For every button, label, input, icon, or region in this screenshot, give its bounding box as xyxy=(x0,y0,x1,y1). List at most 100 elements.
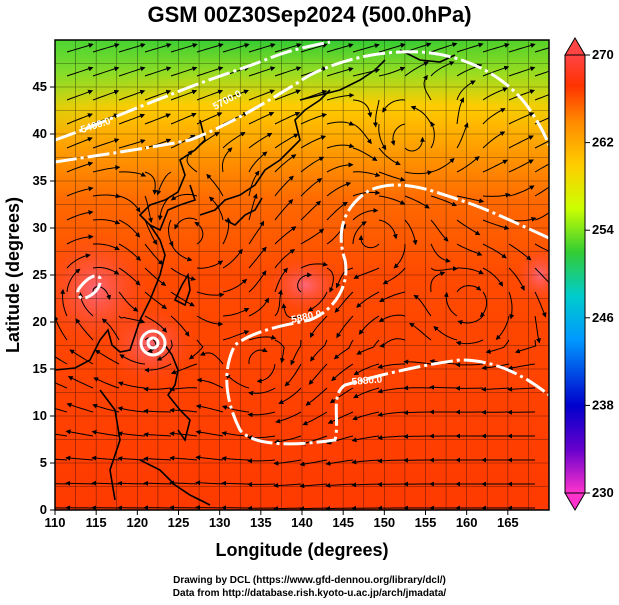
streamline xyxy=(456,243,483,256)
streamline xyxy=(456,156,480,173)
streamline xyxy=(144,291,167,310)
streamline xyxy=(188,339,204,360)
y-tick-label: 5 xyxy=(40,455,47,470)
streamline xyxy=(300,112,328,125)
streamline xyxy=(326,143,355,149)
streamline xyxy=(430,42,458,53)
y-axis-title: Latitude (degrees) xyxy=(3,197,23,353)
streamline xyxy=(508,159,534,173)
streamline xyxy=(55,483,68,485)
streamline xyxy=(305,387,328,406)
streamline xyxy=(382,267,406,285)
streamline xyxy=(534,267,549,284)
streamline xyxy=(430,121,436,149)
streamline xyxy=(273,435,302,445)
streamline xyxy=(196,377,224,389)
streamline xyxy=(534,140,549,149)
streamline xyxy=(508,112,535,125)
streamline xyxy=(508,135,534,149)
streamline xyxy=(156,339,173,361)
streamline xyxy=(430,266,459,272)
streamline xyxy=(456,219,481,236)
streamline xyxy=(118,89,146,101)
streamline xyxy=(66,43,94,53)
streamline xyxy=(534,243,549,252)
streamline xyxy=(273,482,302,488)
streamline xyxy=(508,243,532,261)
x-tick-label: 130 xyxy=(209,515,231,530)
streamline xyxy=(352,411,380,421)
streamline xyxy=(91,455,120,461)
streamline xyxy=(482,243,507,259)
streamline xyxy=(55,433,68,437)
streamline xyxy=(196,291,225,298)
streamline xyxy=(65,455,94,461)
contour-5880-ring-inner xyxy=(146,336,160,350)
streamline xyxy=(481,363,510,371)
streamline xyxy=(92,66,120,77)
streamline xyxy=(356,291,380,308)
streamline xyxy=(325,459,354,466)
streamline xyxy=(308,363,328,385)
wind-streamlines xyxy=(55,42,549,510)
streamline xyxy=(508,185,535,197)
streamline xyxy=(534,70,549,77)
streamline xyxy=(65,480,94,486)
streamline xyxy=(284,363,302,387)
streamline xyxy=(297,272,313,293)
streamline xyxy=(300,261,329,269)
streamline xyxy=(221,456,250,462)
streamline xyxy=(534,94,549,101)
streamline xyxy=(170,89,198,101)
streamline xyxy=(534,47,549,53)
streamline xyxy=(300,156,325,173)
streamline xyxy=(377,363,405,369)
streamline xyxy=(118,139,146,149)
streamline xyxy=(333,339,354,360)
streamline xyxy=(429,384,458,390)
streamline xyxy=(195,455,224,461)
streamline xyxy=(55,315,68,341)
x-tick-label: 120 xyxy=(126,515,148,530)
streamline xyxy=(430,157,455,173)
height-contours xyxy=(55,40,549,446)
streamline xyxy=(326,181,352,197)
streamline xyxy=(430,61,455,77)
streamline xyxy=(248,270,267,293)
contour-5880-loop xyxy=(76,274,102,300)
streamline xyxy=(248,193,258,221)
streamline xyxy=(117,431,146,437)
credits: Drawing by DCL (https://www.gfd-dennou.o… xyxy=(0,574,619,600)
streamline xyxy=(410,105,432,125)
streamline xyxy=(91,429,120,437)
streamline xyxy=(325,482,354,488)
streamline xyxy=(482,43,510,53)
streamline xyxy=(457,267,484,275)
streamline xyxy=(92,219,121,225)
streamline xyxy=(247,411,276,418)
streamline xyxy=(274,267,288,293)
streamline xyxy=(144,138,172,149)
x-tick-label: 160 xyxy=(456,515,478,530)
streamline xyxy=(119,354,146,365)
streamline xyxy=(507,363,536,371)
streamline xyxy=(92,243,120,250)
streamline xyxy=(221,480,249,486)
streamline xyxy=(352,123,372,145)
streamline xyxy=(169,407,198,413)
streamline xyxy=(92,89,120,101)
streamline xyxy=(377,411,406,417)
x-tick-label: 140 xyxy=(291,515,313,530)
streamline xyxy=(310,339,328,362)
streamline xyxy=(170,291,195,307)
streamline xyxy=(409,322,432,341)
streamline xyxy=(508,291,515,320)
colorbar-bottom-triangle xyxy=(564,492,586,511)
streamline xyxy=(456,122,469,149)
contour-label: 5880.0 xyxy=(351,374,383,388)
streamline xyxy=(378,147,401,166)
y-tick-label: 20 xyxy=(33,314,47,329)
streamline xyxy=(222,248,243,269)
streamline xyxy=(404,219,418,246)
